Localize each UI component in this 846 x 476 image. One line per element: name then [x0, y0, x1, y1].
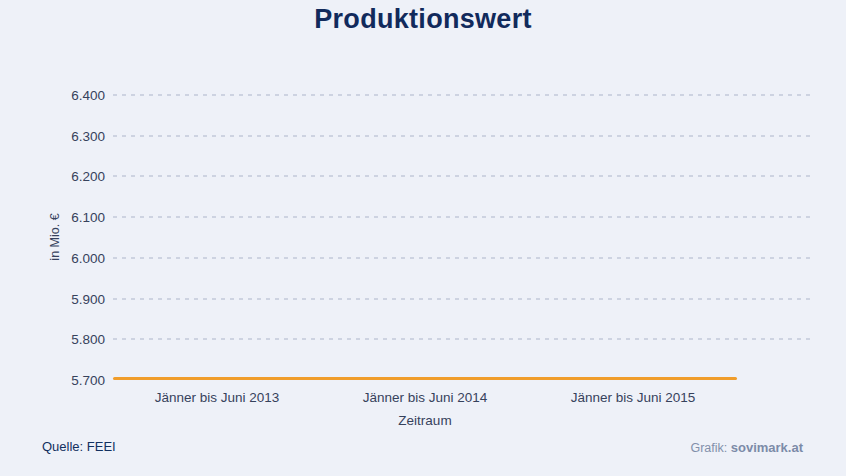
x-axis-ticks: Jänner bis Juni 2013Jänner bis Juni 2014… [113, 390, 737, 405]
y-tick-label: 6.400 [0, 88, 105, 103]
chart-canvas: Produktionswert 6.4006.3006.2006.1006.00… [0, 0, 846, 476]
x-tick-label: Jänner bis Juni 2013 [113, 390, 321, 405]
credit-brand: sovimark.at [731, 440, 803, 455]
x-tick-label: Jänner bis Juni 2014 [321, 390, 529, 405]
y-tick-label: 5.800 [0, 332, 105, 347]
credit-note: Grafik: sovimark.at [690, 440, 803, 455]
x-tick-label: Jänner bis Juni 2015 [529, 390, 737, 405]
gridline [113, 175, 812, 177]
gridline [113, 94, 812, 96]
credit-label: Grafik: [690, 441, 730, 455]
y-tick-label: 6.300 [0, 128, 105, 143]
gridline [113, 338, 812, 340]
y-tick-label: 5.700 [0, 373, 105, 388]
gridline [113, 135, 812, 137]
gridline [113, 257, 812, 259]
y-tick-label: 5.900 [0, 291, 105, 306]
data-line-produktionswert [113, 377, 737, 380]
chart-title: Produktionswert [0, 4, 846, 35]
y-axis-title: in Mio. € [48, 213, 62, 260]
gridline [113, 216, 812, 218]
x-axis-title: Zeitraum [113, 413, 737, 428]
source-note: Quelle: FEEI [42, 439, 116, 454]
y-tick-label: 6.200 [0, 169, 105, 184]
gridline [113, 298, 812, 300]
